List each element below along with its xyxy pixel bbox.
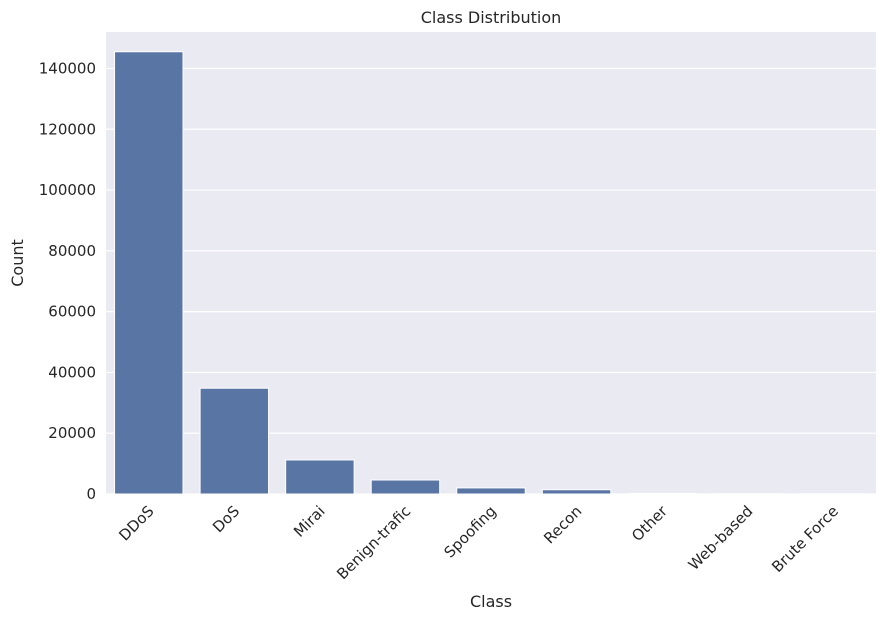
bar [456, 487, 526, 495]
x-tick-label: Web-based [685, 502, 757, 574]
y-axis-label: Count [8, 239, 27, 287]
x-tick-label: Recon [540, 502, 585, 547]
x-axis-ticks: DDoS DoS Mirai Benign-trafic Spoofing Recon Ot… [115, 502, 842, 584]
bar [370, 479, 441, 495]
x-tick-label: Brute Force [768, 502, 842, 576]
bar [199, 387, 270, 495]
x-axis-label: Class [470, 592, 512, 611]
y-tick-label: 0 [86, 485, 96, 503]
y-tick-label: 100000 [39, 181, 96, 199]
y-tick-label: 140000 [39, 59, 96, 77]
x-tick-label: Spoofing [441, 502, 500, 561]
bars [114, 51, 868, 495]
y-tick-label: 40000 [48, 363, 96, 381]
y-tick-label: 120000 [39, 120, 96, 138]
y-tick-label: 20000 [48, 424, 96, 442]
y-tick-label: 80000 [48, 242, 96, 260]
bar [285, 459, 355, 495]
x-tick-label: DoS [209, 502, 243, 536]
x-tick-label: Benign-trafic [333, 502, 414, 583]
x-tick-label: DDoS [115, 502, 157, 544]
y-axis-ticks: 0 20000 40000 60000 80000 100000 120000 140000 [39, 59, 96, 503]
x-tick-label: Mirai [290, 502, 329, 541]
x-tick-label: Other [628, 502, 671, 545]
y-tick-label: 60000 [48, 303, 96, 321]
chart-title: Class Distribution [421, 8, 562, 27]
bar [114, 51, 184, 495]
bar [541, 489, 612, 495]
